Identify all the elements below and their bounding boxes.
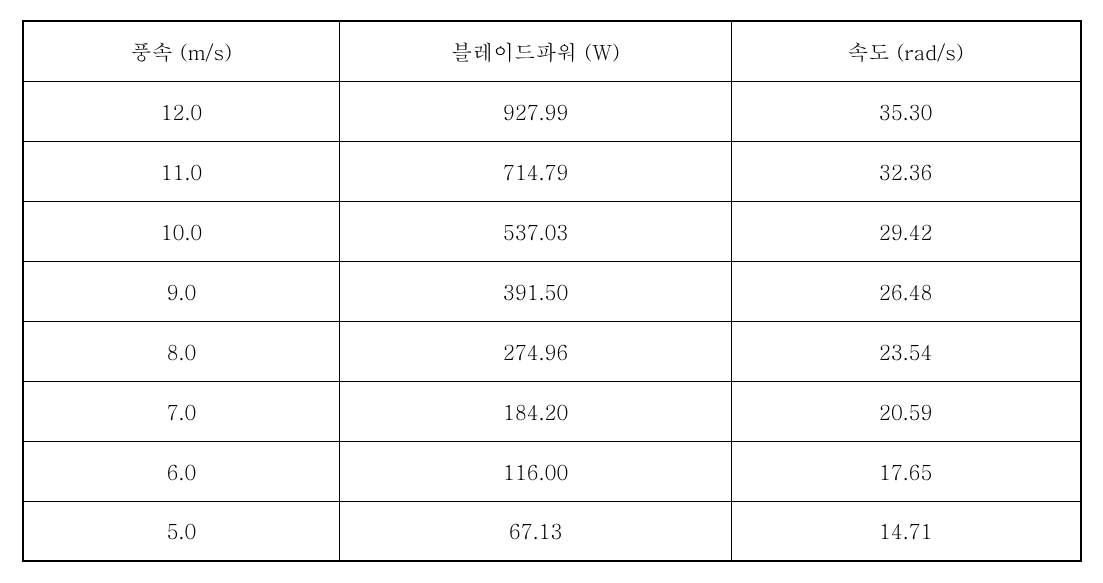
cell-velocity: 26.48 [731,261,1080,321]
cell-wind-speed: 8.0 [23,321,340,381]
table-row: 11.0 714.79 32.36 [23,141,1081,201]
header-row: 풍속 (m/s) 블레이드파워 (W) 속도 (rad/s) [23,21,1081,81]
cell-velocity: 14.71 [731,501,1080,561]
table-row: 9.0 391.50 26.48 [23,261,1081,321]
cell-blade-power: 274.96 [340,321,731,381]
cell-blade-power: 714.79 [340,141,731,201]
cell-wind-speed: 12.0 [23,81,340,141]
cell-wind-speed: 7.0 [23,381,340,441]
data-table-container: 풍속 (m/s) 블레이드파워 (W) 속도 (rad/s) 12.0 927.… [22,20,1082,562]
cell-velocity: 35.30 [731,81,1080,141]
data-table: 풍속 (m/s) 블레이드파워 (W) 속도 (rad/s) 12.0 927.… [22,20,1082,562]
cell-velocity: 20.59 [731,381,1080,441]
cell-wind-speed: 10.0 [23,201,340,261]
table-row: 12.0 927.99 35.30 [23,81,1081,141]
cell-wind-speed: 9.0 [23,261,340,321]
header-velocity: 속도 (rad/s) [731,21,1080,81]
cell-blade-power: 537.03 [340,201,731,261]
cell-velocity: 23.54 [731,321,1080,381]
table-row: 10.0 537.03 29.42 [23,201,1081,261]
table-row: 7.0 184.20 20.59 [23,381,1081,441]
cell-velocity: 29.42 [731,201,1080,261]
table-header: 풍속 (m/s) 블레이드파워 (W) 속도 (rad/s) [23,21,1081,81]
cell-blade-power: 116.00 [340,441,731,501]
cell-blade-power: 184.20 [340,381,731,441]
table-row: 6.0 116.00 17.65 [23,441,1081,501]
header-wind-speed: 풍속 (m/s) [23,21,340,81]
cell-blade-power: 67.13 [340,501,731,561]
cell-blade-power: 391.50 [340,261,731,321]
cell-blade-power: 927.99 [340,81,731,141]
cell-wind-speed: 11.0 [23,141,340,201]
cell-wind-speed: 6.0 [23,441,340,501]
cell-velocity: 32.36 [731,141,1080,201]
cell-wind-speed: 5.0 [23,501,340,561]
header-blade-power: 블레이드파워 (W) [340,21,731,81]
table-body: 12.0 927.99 35.30 11.0 714.79 32.36 10.0… [23,81,1081,561]
cell-velocity: 17.65 [731,441,1080,501]
table-row: 8.0 274.96 23.54 [23,321,1081,381]
table-row: 5.0 67.13 14.71 [23,501,1081,561]
